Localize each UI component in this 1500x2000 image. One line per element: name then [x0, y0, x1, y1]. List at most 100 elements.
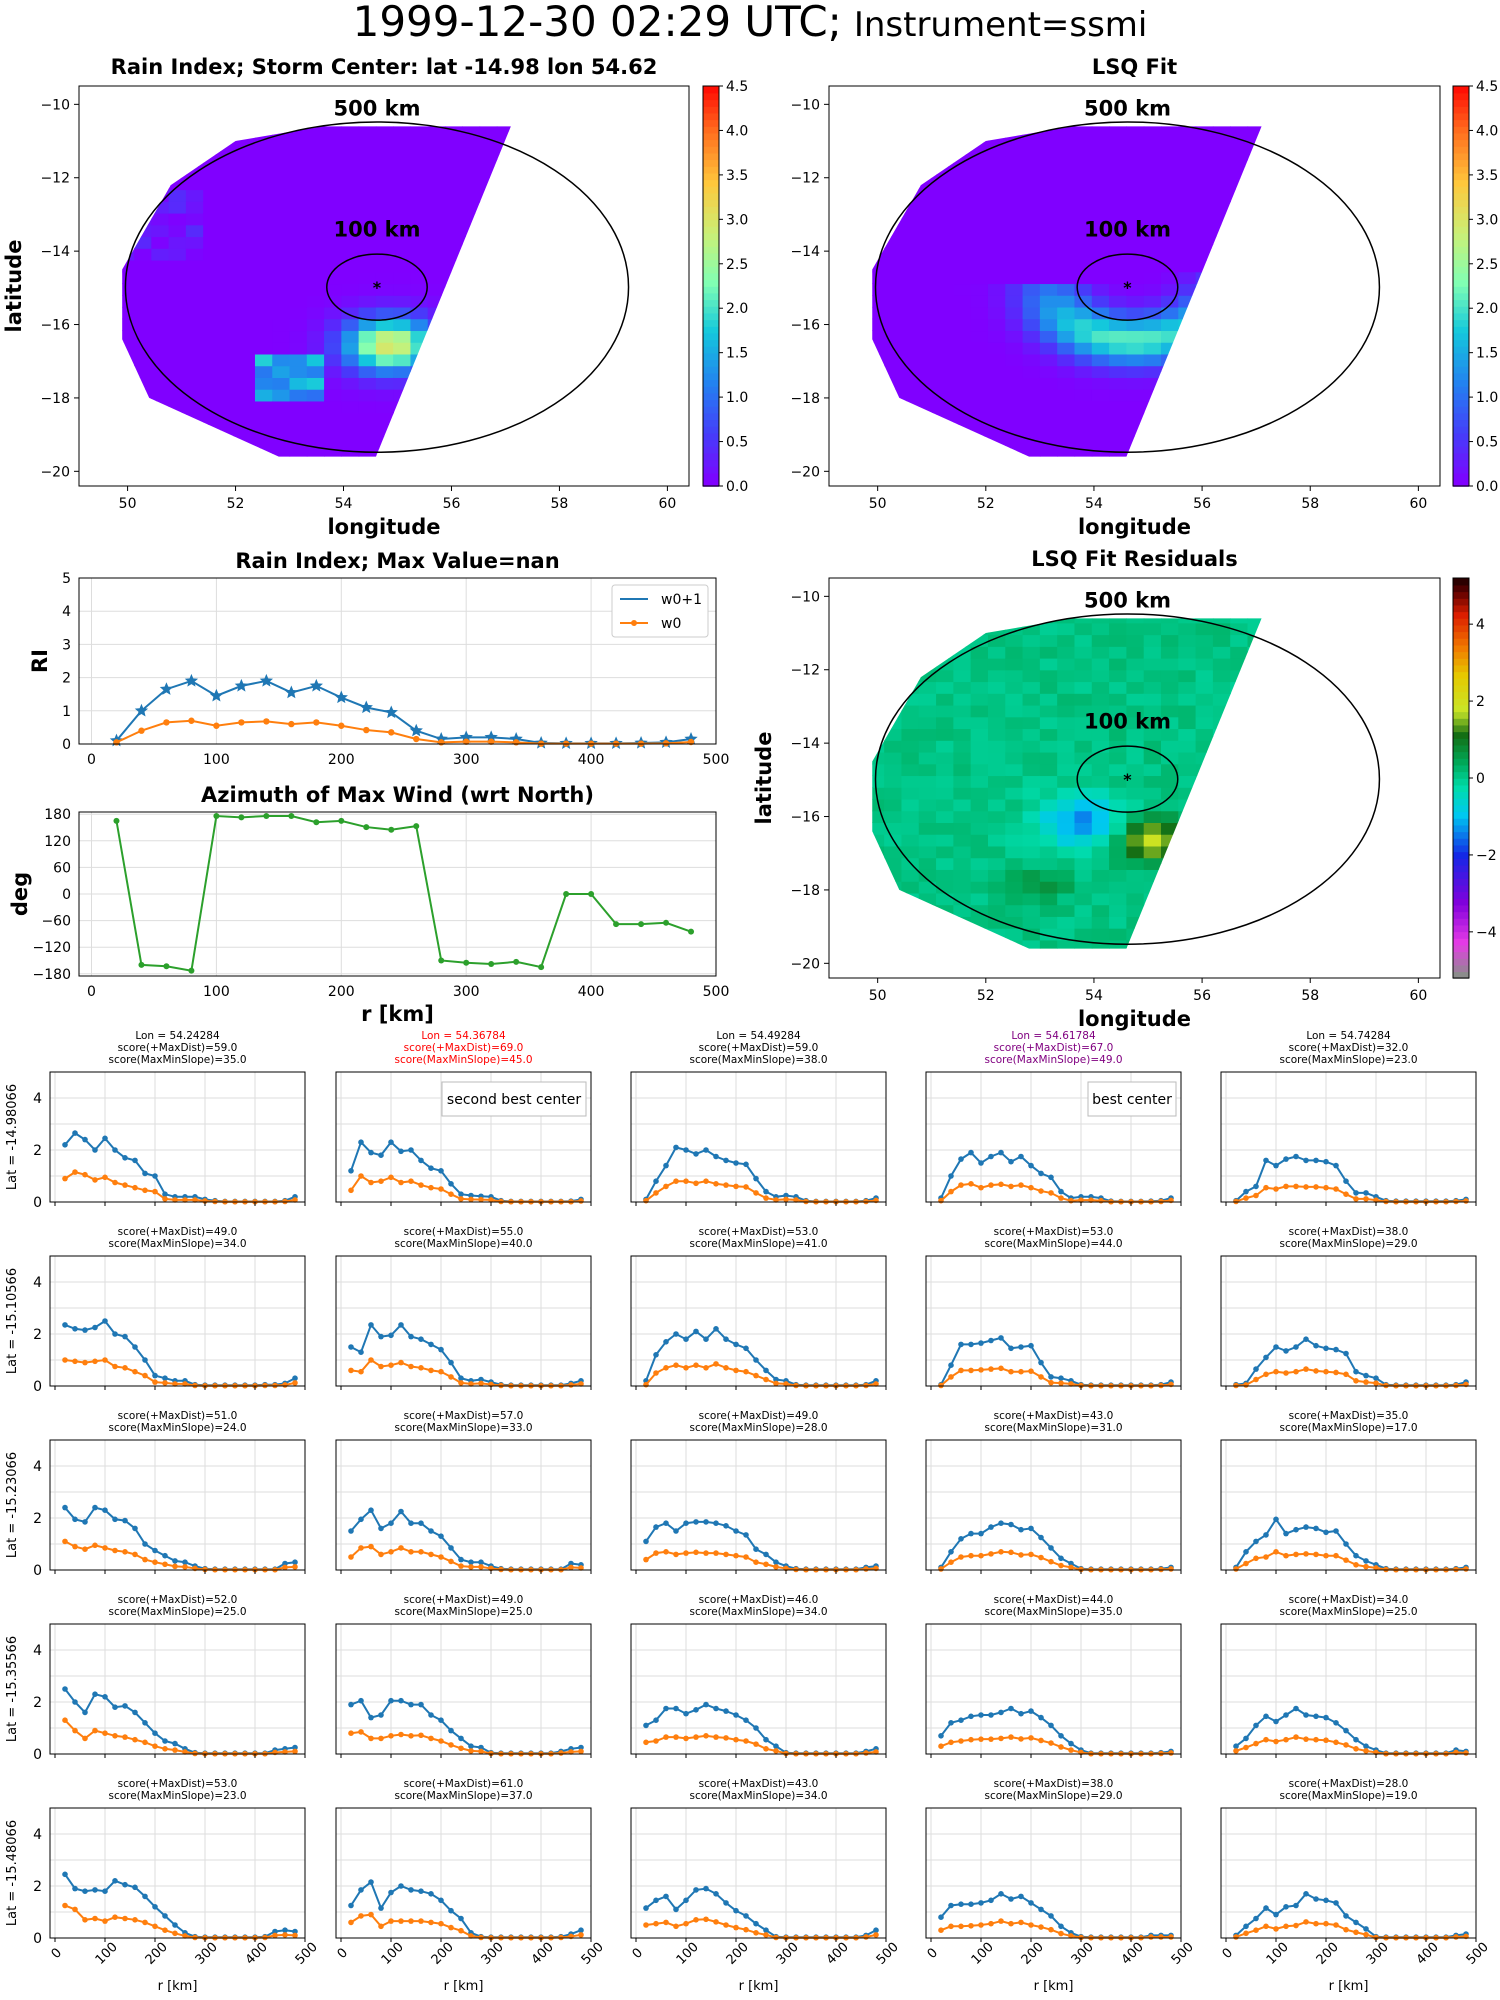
panel-blue-point [948, 1173, 954, 1179]
series-w0p1-point [234, 678, 249, 692]
panel-blue-point [162, 1375, 168, 1381]
panel-orange-point [773, 1934, 779, 1941]
panel-blue-point [1038, 1906, 1044, 1913]
panel-blue-point [653, 1717, 659, 1723]
panel-orange-point [122, 1915, 128, 1922]
panel-blue-line [64, 1319, 296, 1387]
panel-blue-point [713, 1891, 719, 1897]
panel-blue-line [940, 1522, 1172, 1571]
panel-blue-point [1323, 1345, 1329, 1352]
panel-orange-point [262, 1382, 268, 1389]
panel-blue-point [152, 1904, 158, 1910]
panel-x-tick: 0 [630, 1946, 646, 1962]
panel-orange-point [418, 1549, 424, 1555]
panel-blue-point [1058, 1923, 1064, 1930]
panel-orange-point [162, 1380, 168, 1386]
lat-tick: −14 [40, 244, 70, 260]
panel-orange-point [568, 1382, 574, 1388]
panel-orange-point [803, 1198, 809, 1205]
panel-blue-point [1273, 1718, 1279, 1725]
panel-orange-point [958, 1554, 964, 1560]
panel-blue-point [673, 1906, 679, 1913]
panel-orange-point [1453, 1566, 1459, 1573]
grid-panel-r0-c0: score(MaxMinSlope)=35.0score(+MaxDist)=5… [5, 1030, 306, 1211]
azimuth-series-point [663, 919, 670, 926]
panel-orange-point [1028, 1922, 1034, 1928]
panel-blue-point [1333, 1720, 1339, 1726]
panel-orange-point [558, 1934, 564, 1941]
panel-orange-point [1363, 1748, 1369, 1754]
panel-orange-point [172, 1197, 178, 1203]
panel-blue-point [1028, 1342, 1034, 1349]
panel-orange-point [723, 1182, 729, 1188]
panel-orange-point [1068, 1933, 1074, 1939]
panel-orange-point [863, 1382, 869, 1389]
panel-score-maxdist: score(+MaxDist)=35.0 [1289, 1410, 1409, 1422]
panel-orange-point [162, 1561, 168, 1568]
panel-orange-point [863, 1566, 869, 1572]
panel-blue-point [683, 1520, 689, 1526]
lat-tick: −12 [40, 171, 70, 187]
panel-blue-point [378, 1525, 384, 1532]
panel-orange-point [1293, 1551, 1299, 1558]
panel-orange-point [1273, 1186, 1279, 1192]
panel-blue-point [1283, 1348, 1289, 1354]
panel-score-maxdist: score(+MaxDist)=43.0 [994, 1410, 1114, 1422]
lat-tick: −16 [790, 810, 820, 826]
colorbar-tick: 1.5 [1476, 346, 1498, 362]
grid-panel-r4-c2: score(MaxMinSlope)=34.0score(+MaxDist)=4… [630, 1778, 902, 1994]
panel-orange-point [152, 1923, 158, 1930]
panel-orange-point [282, 1932, 288, 1938]
panel-orange-point [192, 1934, 198, 1941]
panel-x-tick: 300 [1364, 1940, 1392, 1968]
panel-orange-point [388, 1918, 394, 1924]
panel-orange-point [448, 1374, 454, 1380]
panel-orange-point [873, 1749, 879, 1755]
panel-orange-point [743, 1554, 749, 1560]
panel-lon-title: Lon = 54.61784 [1011, 1030, 1096, 1042]
panel-orange-point [1233, 1382, 1239, 1389]
panel-blue-point [398, 1322, 404, 1328]
panel-orange-point [968, 1922, 974, 1929]
lat-tick: −18 [40, 391, 70, 407]
panel-orange-point [438, 1738, 444, 1744]
series-w0-point [238, 719, 245, 726]
panel-orange-point [438, 1186, 444, 1192]
panel-orange-point [1233, 1566, 1239, 1572]
panel-blue-point [292, 1375, 298, 1381]
panel-orange-point [1463, 1198, 1469, 1204]
panel-orange-point [1243, 1560, 1249, 1567]
panel-blue-point [773, 1376, 779, 1383]
panel-orange-point [763, 1746, 769, 1752]
panel-frame [925, 1623, 1182, 1755]
panel-blue-point [122, 1333, 128, 1340]
panel-orange-point [1283, 1923, 1289, 1930]
panel-orange-point [1453, 1382, 1459, 1389]
panel-orange-point [578, 1565, 584, 1571]
panel-orange-point [938, 1566, 944, 1572]
panel-y-tick: 4 [33, 1643, 42, 1659]
panel-x-tick: 100 [379, 1940, 407, 1968]
profile-title: Rain Index; Max Value=nan [235, 549, 559, 573]
panel-y-tick: 2 [33, 1327, 42, 1343]
panel-xlabel: r [km] [444, 1979, 484, 1994]
panel-orange-point [142, 1187, 148, 1194]
panel-orange-point [1058, 1195, 1064, 1201]
map-xlabel: longitude [1078, 515, 1191, 539]
azimuth-series-line [115, 814, 692, 972]
grid-panel-r4-c4: score(MaxMinSlope)=19.0score(+MaxDist)=2… [1220, 1778, 1492, 1994]
lon-tick: 56 [1193, 496, 1211, 512]
panel-score-minslope: score(MaxMinSlope)=28.0 [689, 1422, 827, 1434]
panel-x-tick: 400 [243, 1940, 271, 1968]
panel-blue-line [940, 1707, 1172, 1755]
panel-orange-point [733, 1367, 739, 1374]
panel-score-minslope: score(MaxMinSlope)=17.0 [1279, 1422, 1417, 1434]
panel-score-maxdist: score(+MaxDist)=59.0 [699, 1042, 819, 1054]
panel-blue-line [64, 1873, 296, 1939]
panel-orange-point [998, 1918, 1004, 1924]
x-tick: 100 [203, 984, 230, 1000]
azimuth-series-point [363, 824, 370, 831]
panel-orange-point [693, 1180, 699, 1187]
panel-blue-point [693, 1328, 699, 1335]
panel-blue-point [112, 1331, 118, 1337]
